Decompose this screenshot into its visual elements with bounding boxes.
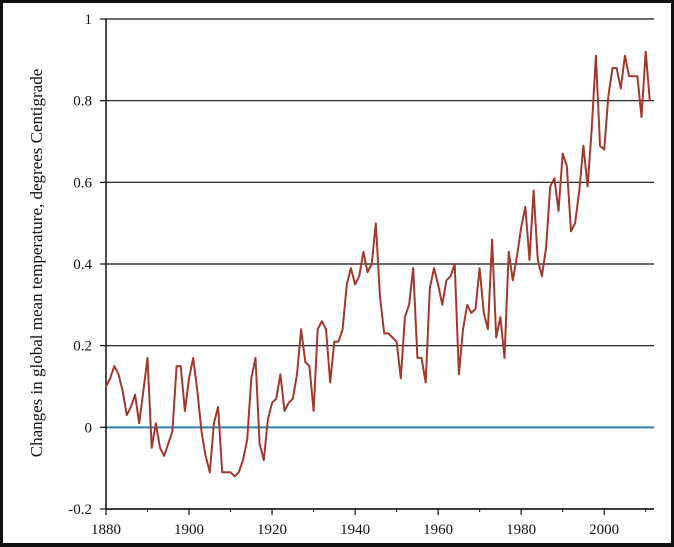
x-tick-label: 1960 [423, 522, 453, 538]
axes [100, 18, 654, 515]
y-tick-label: 1 [85, 12, 93, 28]
y-axis-label: Changes in global mean temperature, degr… [27, 69, 46, 458]
series-group [105, 50, 651, 478]
y-tick-label: 0.2 [73, 339, 92, 355]
x-tick-label: 1880 [91, 522, 121, 538]
y-tick-label: -0.2 [68, 502, 92, 518]
y-tick-label: 0 [85, 420, 93, 436]
x-tick-label: 1980 [506, 522, 536, 538]
tick-labels: -0.2 0 0.2 0.4 0.6 0.8 1 1880 1900 1920 1940 1960 19… [68, 12, 619, 538]
y-tick-label: 0.6 [73, 175, 92, 191]
x-tick-label: 1900 [174, 522, 204, 538]
y-tick-label: 0.4 [73, 257, 92, 273]
gridlines [106, 18, 654, 510]
series-line-0 [105, 50, 651, 478]
x-tick-label: 2000 [589, 522, 619, 538]
x-tick-label: 1940 [340, 522, 370, 538]
x-tick-label: 1920 [257, 522, 287, 538]
y-tick-label: 0.8 [73, 94, 92, 110]
